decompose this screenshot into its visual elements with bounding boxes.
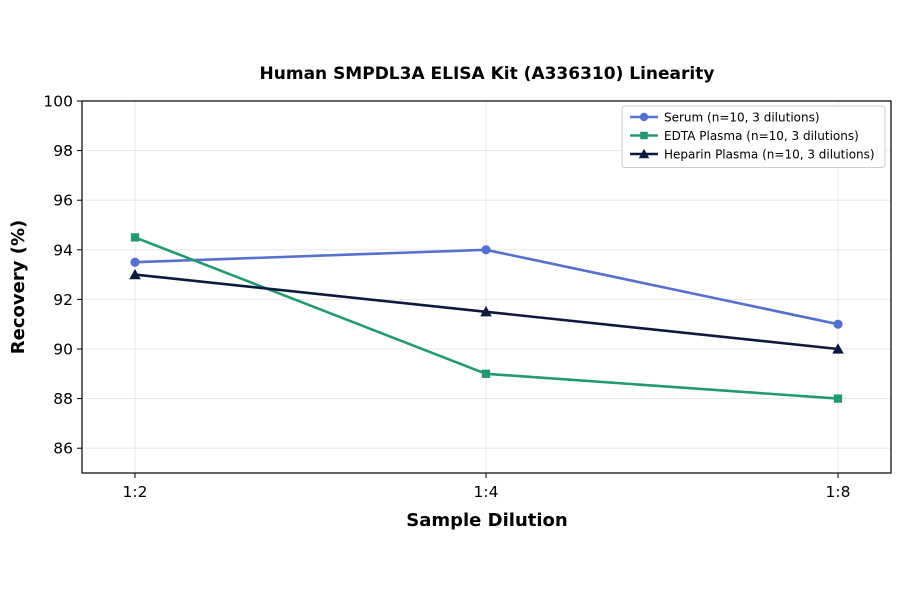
x-tick-label: 1:2 xyxy=(123,483,148,501)
legend-label: Serum (n=10, 3 dilutions) xyxy=(664,110,820,124)
series-1 xyxy=(130,245,843,329)
y-tick-label: 92 xyxy=(53,291,73,309)
legend-box xyxy=(621,105,886,168)
series-3 xyxy=(129,268,844,354)
y-tick-label: 100 xyxy=(43,93,73,111)
legend-item: Heparin Plasma (n=10, 3 dilutions) xyxy=(630,147,875,161)
data-point xyxy=(481,369,491,378)
y-tick-label: 94 xyxy=(53,241,73,259)
data-point xyxy=(129,268,141,280)
data-point xyxy=(130,233,140,242)
data-point xyxy=(833,319,843,329)
legend: Serum (n=10, 3 dilutions) EDTA Plasma (n=… xyxy=(621,105,886,168)
y-tick-label: 98 xyxy=(53,142,73,160)
legend-label: EDTA Plasma (n=10, 3 dilutions) xyxy=(664,129,859,143)
data-point xyxy=(832,343,844,354)
legend-label: Heparin Plasma (n=10, 3 dilutions) xyxy=(664,147,875,161)
chart-title: Human SMPDL3A ELISA Kit (A336310) Linear… xyxy=(260,64,715,84)
y-tick-label: 96 xyxy=(53,192,73,210)
axis-ticks: 86 88 90 92 94 96 98 100 1:2 1:4 1:8 xyxy=(43,93,850,502)
series-layer xyxy=(129,233,844,403)
data-point xyxy=(638,148,650,159)
legend-item: Serum (n=10, 3 dilutions) xyxy=(630,110,820,124)
data-point xyxy=(130,257,140,267)
x-tick-label: 1:8 xyxy=(826,483,851,501)
y-tick-label: 86 xyxy=(53,440,73,458)
y-axis-label: Recovery (%) xyxy=(8,220,29,354)
y-tick-label: 90 xyxy=(53,341,73,359)
series-2 xyxy=(130,233,843,403)
data-point xyxy=(481,245,491,255)
x-tick-label: 1:4 xyxy=(474,483,499,501)
y-tick-label: 88 xyxy=(53,390,73,408)
data-point xyxy=(480,306,492,317)
data-point xyxy=(640,131,648,140)
data-point xyxy=(833,394,843,403)
legend-item: EDTA Plasma (n=10, 3 dilutions) xyxy=(630,129,859,143)
data-point xyxy=(639,112,649,122)
x-axis-label: Sample Dilution xyxy=(406,510,567,531)
